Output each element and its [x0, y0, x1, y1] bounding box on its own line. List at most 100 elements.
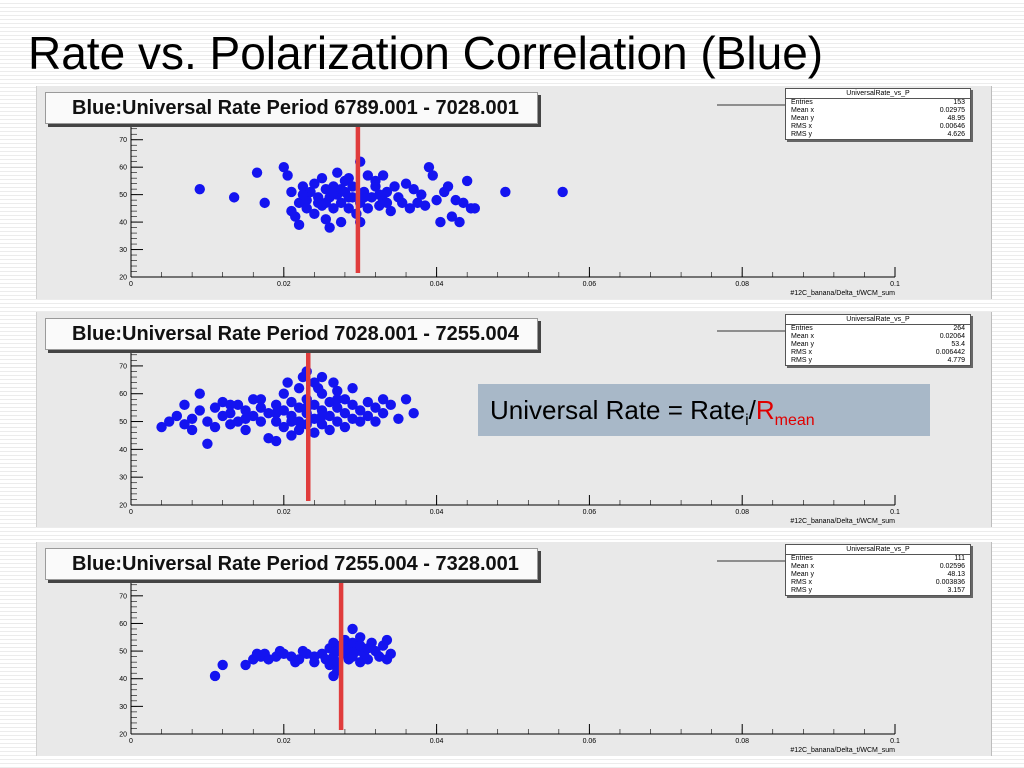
- data-point: [263, 408, 274, 419]
- stats-box: UniversalRate_vs_P Entries 264 Mean x 0.02…: [785, 314, 971, 366]
- x-tick-label: 0.06: [583, 509, 597, 516]
- scatter-plot-3: 20 30 40 50 60 70 0 0.02 0.04 0.06 0.08 0.1 #12C_ban…: [119, 560, 900, 754]
- data-point: [270, 408, 282, 419]
- data-point: [179, 419, 190, 430]
- data-point: [297, 181, 309, 192]
- data-point: [194, 183, 205, 195]
- data-point: [316, 371, 328, 383]
- data-point: [293, 219, 305, 231]
- data-point: [381, 634, 393, 646]
- data-point: [458, 197, 469, 209]
- data-point: [446, 211, 458, 222]
- data-point: [370, 416, 381, 427]
- data-point: [370, 175, 381, 187]
- stats-name: UniversalRate_vs_P: [786, 545, 970, 555]
- stats-row: Mean x 0.02064: [786, 333, 970, 341]
- stats-key: Entries: [791, 325, 813, 332]
- data-point: [240, 659, 251, 671]
- data-point: [454, 216, 465, 228]
- data-point: [312, 197, 324, 209]
- data-point: [355, 416, 366, 427]
- data-point: [316, 419, 328, 430]
- data-point: [232, 399, 244, 411]
- data-point: [435, 216, 446, 228]
- stats-key: Mean y: [791, 571, 814, 578]
- y-tick-label: 20: [119, 503, 127, 510]
- x-tick-label: 0.04: [430, 738, 444, 745]
- data-point: [309, 427, 320, 438]
- data-point: [248, 394, 259, 405]
- data-point: [343, 172, 354, 184]
- data-point: [377, 394, 389, 405]
- data-point: [362, 170, 374, 181]
- stats-value: 4.779: [947, 357, 965, 364]
- stats-key: RMS y: [791, 357, 812, 364]
- data-points: [209, 623, 396, 682]
- stats-key: Entries: [791, 555, 813, 562]
- x-tick-label: 0.02: [277, 281, 291, 288]
- data-point: [400, 178, 412, 189]
- stats-box: UniversalRate_vs_P Entries 111 Mean x 0.02…: [785, 544, 971, 596]
- stats-key: RMS y: [791, 131, 812, 138]
- x-tick-label: 0.1: [890, 509, 900, 516]
- data-point: [270, 399, 282, 411]
- data-point: [171, 410, 183, 422]
- x-tick-label: 0.08: [735, 738, 749, 745]
- chart-panel-3: 20 30 40 50 60 70 0 0.02 0.04 0.06 0.08 0.1 #12C_ban…: [36, 542, 992, 756]
- data-point: [278, 388, 289, 399]
- stats-row: RMS x 0.006442: [786, 349, 970, 357]
- stats-row: Entries 111: [786, 555, 970, 563]
- equation-r-mean: Rmean: [756, 395, 815, 429]
- data-point: [355, 405, 366, 416]
- chart-title: Blue:Universal Rate Period 7255.004 - 73…: [45, 548, 538, 580]
- data-point: [377, 408, 389, 419]
- data-point: [362, 203, 374, 214]
- equation-sub-mean: mean: [774, 412, 815, 430]
- y-tick-label: 30: [119, 247, 127, 254]
- axes: 20 30 40 50 60 70 0 0.02 0.04 0.06 0.08 0.1 #12C_ban…: [119, 574, 900, 754]
- data-point: [328, 670, 339, 682]
- data-point: [270, 416, 282, 427]
- data-point: [370, 402, 381, 413]
- data-point: [381, 654, 393, 665]
- data-point: [286, 396, 297, 408]
- chart-title: Blue:Universal Rate Period 6789.001 - 70…: [45, 92, 538, 124]
- chart-panel-1: 20 30 40 50 60 70 0 0.02 0.04 0.06 0.08 0.1 #12C_ban…: [36, 86, 992, 299]
- data-point: [347, 399, 358, 411]
- data-point: [389, 181, 400, 192]
- stats-name: UniversalRate_vs_P: [786, 89, 970, 99]
- data-point: [347, 181, 358, 192]
- data-point: [427, 170, 438, 181]
- y-tick-label: 50: [119, 649, 127, 656]
- data-point: [293, 424, 305, 436]
- stats-key: Mean x: [791, 107, 814, 114]
- slide-title: Rate vs. Polarization Correlation (Blue): [28, 27, 824, 79]
- equation-sub-i: i: [745, 412, 749, 430]
- data-point: [355, 632, 366, 643]
- y-tick-label: 20: [119, 732, 127, 739]
- stats-row: RMS x 0.003836: [786, 579, 970, 587]
- x-tick-label: 0: [129, 738, 133, 745]
- data-point: [309, 178, 320, 189]
- stats-value: 3.157: [947, 587, 965, 594]
- x-tick-label: 0.1: [890, 281, 900, 288]
- data-point: [286, 186, 297, 198]
- data-point: [335, 216, 347, 228]
- data-point: [320, 197, 332, 209]
- data-point: [404, 203, 416, 214]
- stats-key: Mean x: [791, 333, 814, 340]
- y-tick-label: 50: [119, 419, 127, 426]
- data-point: [240, 424, 251, 436]
- data-point: [316, 172, 328, 184]
- data-point: [309, 208, 320, 220]
- data-point: [186, 413, 198, 424]
- y-tick-label: 70: [119, 137, 127, 144]
- data-point: [393, 413, 404, 424]
- data-point: [156, 421, 167, 433]
- data-point: [332, 167, 343, 178]
- data-point: [209, 421, 221, 433]
- data-point: [469, 203, 480, 214]
- data-point: [255, 416, 267, 427]
- x-tick-label: 0.04: [430, 281, 444, 288]
- data-point: [255, 394, 267, 405]
